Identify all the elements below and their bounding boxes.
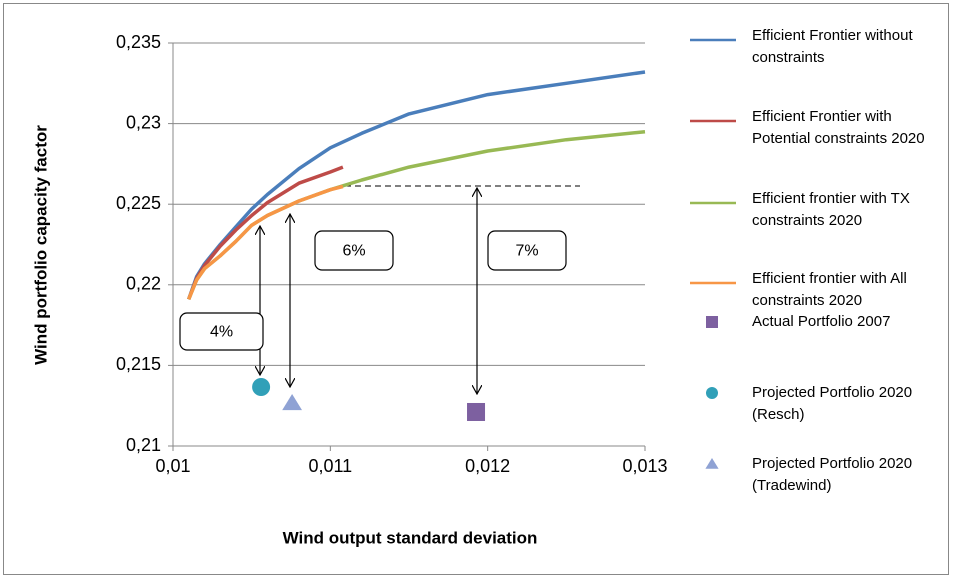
legend-marker — [705, 458, 719, 469]
y-axis-title: Wind portfolio capacity factor — [31, 125, 50, 365]
y-tick-label: 0,215 — [116, 354, 161, 374]
marker — [252, 378, 271, 397]
annotation-box — [179, 312, 264, 351]
y-tick-label: 0,225 — [116, 193, 161, 213]
annotation: 6% — [342, 243, 365, 260]
x-tick-label: 0,011 — [308, 456, 352, 476]
legend-label: Efficient Frontier without constraints — [752, 27, 913, 66]
y-tick-label: 0,235 — [116, 32, 161, 52]
legend-label: Efficient frontier with All constraints … — [752, 270, 907, 309]
legend-label: Projected Portfolio 2020 (Resch) — [752, 384, 913, 423]
legend-label: Efficient frontier with TX constraints 2… — [752, 190, 910, 229]
y-tick-label: 0,21 — [126, 435, 161, 455]
y-tick-label: 0,23 — [126, 112, 161, 132]
legend-label: Projected Portfolio 2020 (Tradewind) — [752, 455, 913, 494]
x-tick-label: 0,013 — [622, 456, 667, 476]
annotation-box — [314, 230, 394, 271]
marker — [467, 402, 486, 421]
legend-label: Efficient Frontier with Potential constr… — [752, 108, 925, 147]
y-tick-label: 0,22 — [126, 274, 161, 294]
x-tick-label: 0,01 — [155, 456, 190, 476]
legend-marker — [706, 316, 718, 328]
legend-marker — [706, 387, 718, 399]
annotation-box — [487, 230, 567, 271]
legend-label: Actual Portfolio 2007 — [752, 313, 891, 330]
x-axis-title: Wind output standard deviation — [283, 528, 538, 547]
annotation: 7% — [515, 243, 538, 260]
annotation: 4% — [210, 324, 233, 341]
marker — [282, 393, 303, 411]
x-tick-label: 0,012 — [465, 456, 510, 476]
series-line — [187, 184, 344, 300]
